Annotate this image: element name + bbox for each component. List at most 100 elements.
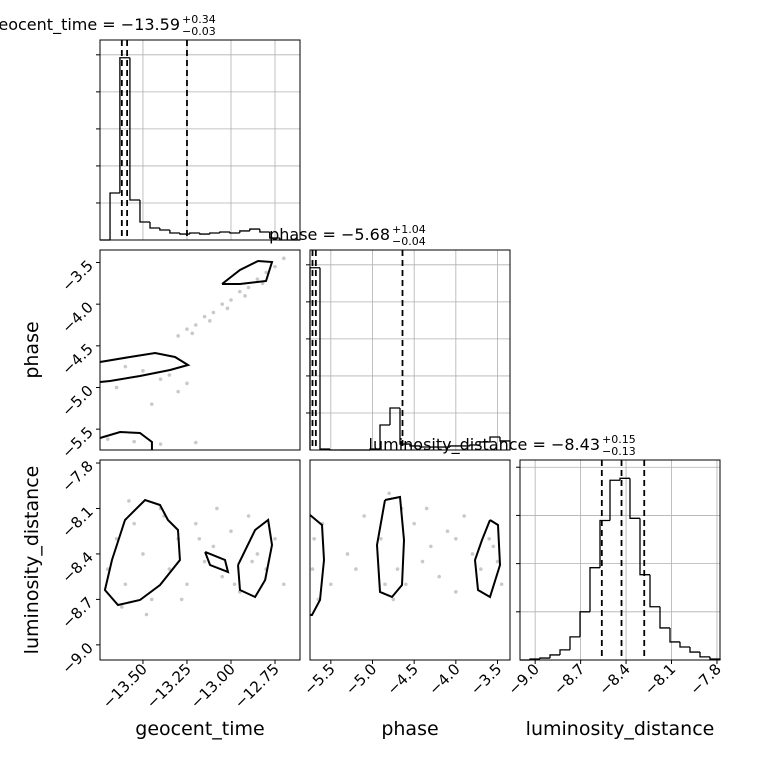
hist-step bbox=[399, 407, 410, 445]
x-tick-label: −4.5 bbox=[384, 660, 422, 698]
y-tick-label: −4.5 bbox=[58, 340, 96, 378]
title-plus: +0.34 bbox=[182, 13, 216, 26]
sample-point bbox=[220, 574, 224, 579]
x-axis-label: geocent_time bbox=[135, 718, 264, 740]
sample-point bbox=[462, 514, 466, 518]
title-minus: −0.13 bbox=[602, 445, 636, 458]
sample-point bbox=[149, 402, 154, 406]
sample-point bbox=[120, 605, 124, 609]
hist-step bbox=[599, 519, 610, 568]
sample-point bbox=[395, 567, 400, 571]
sample-point bbox=[310, 567, 315, 571]
hist-step bbox=[319, 267, 330, 450]
sample-point bbox=[420, 559, 425, 564]
sample-point bbox=[246, 514, 251, 518]
sample-point bbox=[202, 559, 207, 564]
hist-step bbox=[449, 445, 460, 448]
hist-step bbox=[619, 477, 630, 481]
sample-point bbox=[132, 521, 136, 526]
sample-point bbox=[208, 319, 212, 323]
y-tick-label: −8.7 bbox=[58, 593, 96, 631]
panel: luminosity_distance = −8.43 +0.15−0.13 −9.… bbox=[369, 433, 725, 740]
contour bbox=[99, 351, 191, 383]
panel-frame bbox=[99, 39, 301, 241]
x-axis-label: luminosity_distance bbox=[526, 718, 715, 740]
hist-step bbox=[219, 231, 230, 233]
hist-step bbox=[639, 518, 650, 576]
hist-step bbox=[689, 646, 700, 653]
panel-title: phase = −5.68 bbox=[269, 225, 390, 244]
sample-point bbox=[185, 327, 189, 331]
sample-point bbox=[176, 334, 180, 338]
sample-point bbox=[185, 381, 189, 386]
hist-step bbox=[269, 232, 280, 239]
panel-frame bbox=[519, 459, 721, 661]
hist-step bbox=[669, 627, 680, 643]
sample-point bbox=[123, 364, 128, 369]
hist-step bbox=[209, 232, 220, 235]
sample-point bbox=[141, 552, 145, 556]
sample-point bbox=[105, 437, 110, 441]
sample-point bbox=[243, 294, 247, 298]
y-tick-label: −7.8 bbox=[58, 457, 96, 495]
contour bbox=[237, 518, 274, 599]
y-tick-label: −8.4 bbox=[58, 548, 96, 586]
panel-title: luminosity_distance = −8.43 bbox=[369, 435, 600, 455]
sample-point bbox=[225, 306, 230, 311]
panel-frame bbox=[99, 459, 301, 661]
sample-point bbox=[132, 439, 136, 444]
hist-step bbox=[609, 479, 620, 521]
hist-step bbox=[659, 606, 670, 629]
hist-step bbox=[419, 445, 430, 448]
hist-step bbox=[179, 232, 190, 235]
sample-point bbox=[487, 536, 491, 541]
panel-frame bbox=[99, 249, 301, 451]
sample-point bbox=[158, 377, 163, 381]
sample-point bbox=[255, 552, 260, 556]
sample-point bbox=[114, 385, 119, 390]
sample-point bbox=[491, 544, 496, 549]
hist-step bbox=[109, 192, 120, 240]
hist-step bbox=[559, 649, 570, 655]
panel-frame bbox=[309, 459, 511, 661]
hist-step bbox=[469, 444, 480, 446]
x-tick-label: −8.4 bbox=[595, 660, 633, 698]
hist-step bbox=[579, 611, 590, 637]
contour bbox=[309, 514, 326, 616]
title-minus: −0.04 bbox=[392, 235, 426, 248]
sample-point bbox=[345, 552, 350, 556]
hist-step bbox=[409, 444, 420, 447]
hist-step bbox=[479, 441, 490, 445]
sample-point bbox=[127, 499, 131, 503]
sample-point bbox=[354, 567, 358, 571]
sample-point bbox=[237, 289, 242, 294]
sample-point bbox=[232, 582, 237, 587]
sample-point bbox=[379, 536, 383, 541]
sample-point bbox=[264, 270, 268, 275]
hist-step bbox=[589, 567, 600, 612]
y-axis-label: luminosity_distance bbox=[21, 466, 43, 655]
hist-step bbox=[649, 574, 660, 608]
y-tick-label: −3.5 bbox=[58, 257, 96, 295]
sample-point bbox=[424, 506, 429, 511]
sample-point bbox=[479, 567, 483, 571]
sample-point bbox=[387, 491, 391, 496]
sample-point bbox=[220, 302, 224, 306]
x-tick-label: −13.25 bbox=[143, 660, 195, 712]
sample-point bbox=[185, 582, 189, 587]
sample-point bbox=[167, 373, 172, 377]
hist-step bbox=[569, 636, 580, 650]
hist-step bbox=[239, 230, 250, 233]
hist-step bbox=[389, 407, 400, 425]
sample-point bbox=[329, 582, 333, 587]
contour bbox=[99, 430, 153, 450]
title-plus: +1.04 bbox=[392, 223, 426, 236]
x-tick-label: −13.50 bbox=[99, 660, 151, 712]
x-tick-label: −5.0 bbox=[342, 660, 380, 698]
x-tick-label: −12.75 bbox=[231, 660, 283, 712]
sample-point bbox=[123, 582, 128, 587]
contour bbox=[103, 498, 181, 607]
sample-point bbox=[429, 544, 433, 549]
sample-point bbox=[383, 582, 387, 587]
